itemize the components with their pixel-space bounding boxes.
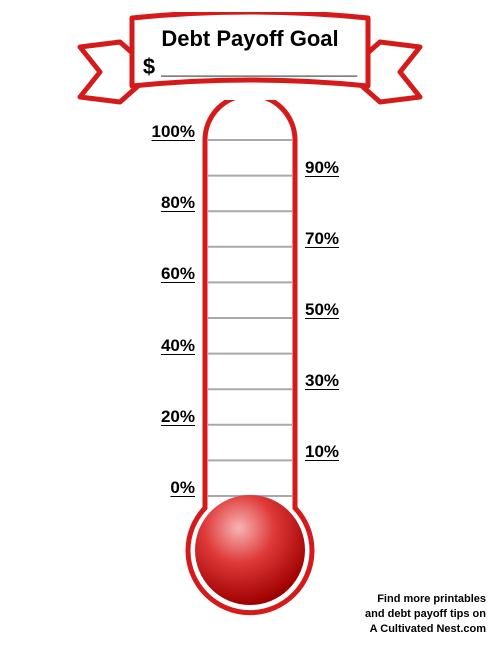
tick-label-90: 90%: [305, 158, 435, 178]
thermometer: [150, 100, 350, 640]
tick-label-20: 20%: [65, 407, 195, 427]
goal-thermometer-chart: Debt Payoff Goal $ ________________ 0% 10…: [0, 0, 500, 647]
tick-label-80: 80%: [65, 193, 195, 213]
tick-label-10: 10%: [305, 442, 435, 462]
tick-label-0: 0%: [65, 478, 195, 498]
banner-title: Debt Payoff Goal: [161, 26, 338, 52]
footer-text: Find more printables and debt payoff tip…: [365, 592, 486, 637]
banner-amount: $ ________________: [143, 54, 357, 80]
tick-label-40: 40%: [65, 336, 195, 356]
footer-line1: Find more printables: [365, 592, 486, 607]
tick-label-100: 100%: [65, 122, 195, 142]
footer-line2: and debt payoff tips on: [365, 607, 486, 622]
tick-label-70: 70%: [305, 229, 435, 249]
amount-prefix: $: [143, 54, 155, 79]
footer-line3: A Cultivated Nest.com: [365, 622, 486, 637]
tick-label-50: 50%: [305, 300, 435, 320]
amount-blank-line: ________________: [161, 54, 357, 79]
tick-label-30: 30%: [305, 371, 435, 391]
tick-label-60: 60%: [65, 264, 195, 284]
